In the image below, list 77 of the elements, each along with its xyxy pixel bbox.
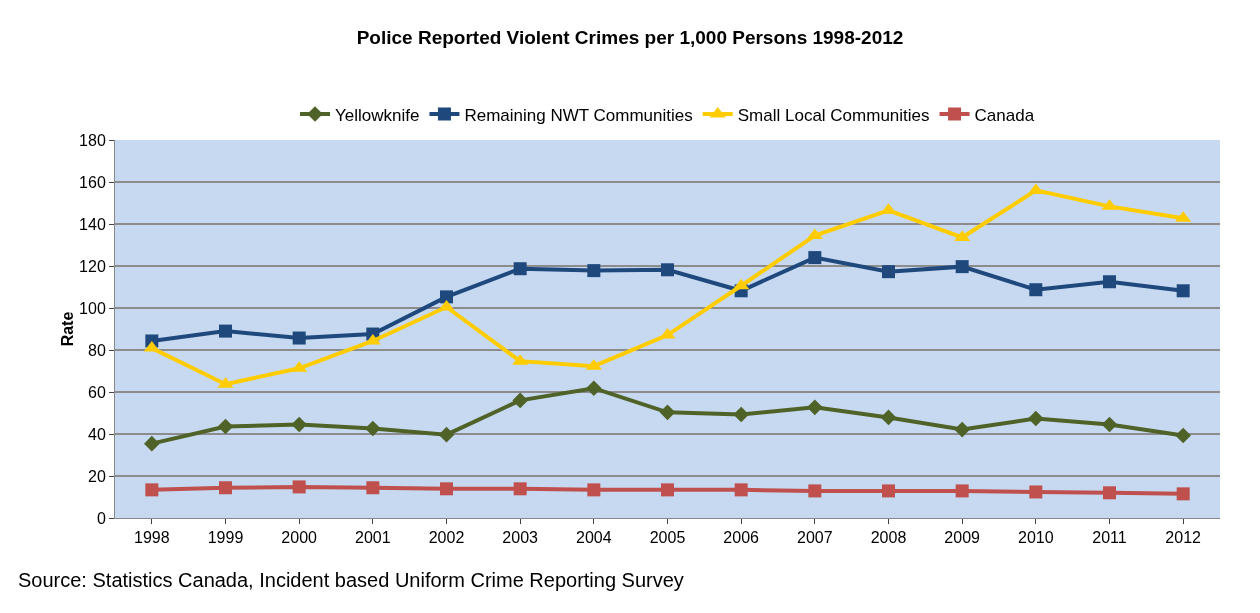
point	[1176, 284, 1190, 298]
point	[438, 299, 455, 311]
y-tick-label: 60	[88, 383, 106, 401]
point	[438, 426, 455, 443]
point	[1028, 410, 1044, 427]
point	[661, 483, 674, 497]
x-tick-label: 2009	[944, 529, 981, 547]
point	[882, 484, 895, 498]
point	[733, 278, 750, 290]
point	[512, 392, 528, 409]
point	[808, 251, 822, 265]
y-tick-label: 120	[79, 257, 106, 275]
point	[954, 421, 970, 438]
y-tick-label: 20	[88, 467, 106, 485]
point	[587, 483, 601, 497]
x-tick-label: 2006	[723, 529, 760, 547]
y-tick-label: 80	[88, 341, 106, 359]
point	[1103, 275, 1116, 289]
y-tick-label: 140	[79, 215, 106, 233]
point	[217, 418, 234, 435]
point	[880, 409, 897, 426]
point	[1175, 427, 1191, 444]
x-tick-label: 2007	[797, 529, 833, 547]
point	[734, 483, 748, 497]
point	[365, 420, 381, 437]
x-tick-label: 2003	[502, 529, 539, 547]
legend-label: Canada	[974, 105, 1035, 125]
point	[292, 480, 306, 494]
y-tick-label: 100	[79, 299, 106, 317]
legend-label: Small Local Communities	[737, 105, 930, 125]
point	[955, 260, 969, 274]
x-tick-label: 1999	[207, 529, 244, 547]
x-tick-label: 2002	[428, 529, 465, 547]
point	[733, 406, 749, 423]
legend-label: Yellowknife	[335, 105, 420, 125]
point	[808, 484, 822, 498]
x-tick-label: 1998	[134, 529, 170, 547]
point	[440, 290, 453, 304]
point	[513, 262, 527, 276]
point	[661, 263, 674, 277]
x-tick-label: 2008	[870, 529, 907, 547]
point	[807, 399, 823, 416]
point	[1176, 487, 1190, 501]
x-tick-label: 2010	[1018, 529, 1054, 547]
point	[513, 482, 527, 496]
point	[1101, 416, 1118, 433]
legend-label: Remaining NWT Communities	[464, 105, 693, 125]
x-tick-label: 2012	[1165, 529, 1202, 547]
x-tick-label: 2004	[576, 529, 612, 547]
y-tick-label: 0	[96, 509, 106, 527]
point	[145, 483, 159, 497]
y-tick-label: 160	[79, 173, 106, 191]
point	[219, 481, 232, 495]
x-tick-label: 2011	[1092, 529, 1127, 547]
x-tick-label: 2000	[281, 529, 318, 547]
point	[1103, 486, 1116, 500]
x-tick-label: 2001	[355, 529, 391, 547]
y-tick-label: 180	[79, 131, 106, 149]
point	[366, 481, 380, 495]
point	[955, 484, 969, 498]
y-axis-title: Rate	[59, 311, 76, 347]
point	[806, 228, 823, 240]
point	[292, 331, 306, 345]
point	[882, 265, 895, 279]
point	[219, 324, 232, 338]
point	[291, 416, 307, 433]
point	[1029, 485, 1043, 499]
point	[586, 380, 602, 397]
point	[659, 404, 676, 421]
y-tick-label: 40	[88, 425, 106, 443]
point	[587, 264, 601, 278]
x-tick-label: 2005	[649, 529, 686, 547]
point	[440, 482, 453, 496]
chart-title: Police Reported Violent Crimes per 1,000 Persons 1998-2012	[356, 26, 904, 48]
point	[144, 435, 160, 452]
source-note: Source: Statistics Canada, Incident based Uniform Crime Reporting Survey	[18, 569, 684, 591]
point	[1029, 283, 1043, 297]
